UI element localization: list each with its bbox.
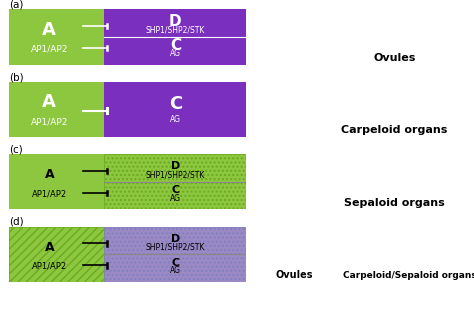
Bar — [9, 227, 104, 282]
Text: AG: AG — [170, 266, 181, 275]
Text: C: C — [169, 95, 182, 113]
Text: C: C — [171, 185, 180, 195]
Text: AG: AG — [170, 115, 181, 124]
Bar — [9, 82, 104, 137]
Text: Carpeloid/Sepaloid organs: Carpeloid/Sepaloid organs — [343, 271, 474, 280]
Text: (d): (d) — [9, 217, 24, 227]
Text: AG: AG — [170, 194, 181, 203]
Text: SHP1/SHP2/STK: SHP1/SHP2/STK — [146, 243, 205, 252]
Bar — [104, 82, 246, 137]
Text: (b): (b) — [9, 72, 24, 82]
Bar — [104, 9, 246, 65]
Text: D: D — [171, 234, 180, 244]
Text: SHP1/SHP2/STK: SHP1/SHP2/STK — [146, 25, 205, 34]
Text: AP1/AP2: AP1/AP2 — [31, 117, 68, 126]
Text: Ovules: Ovules — [275, 270, 313, 280]
Text: (a): (a) — [9, 0, 24, 9]
Text: (c): (c) — [9, 145, 23, 154]
Text: AP1/AP2: AP1/AP2 — [31, 45, 68, 54]
Text: SHP1/SHP2/STK: SHP1/SHP2/STK — [146, 170, 205, 179]
Text: C: C — [170, 38, 181, 53]
Text: Sepaloid organs: Sepaloid organs — [344, 198, 445, 208]
Text: AP1/AP2: AP1/AP2 — [32, 190, 67, 198]
Text: A: A — [42, 93, 56, 111]
Text: A: A — [42, 21, 56, 39]
Text: Ovules: Ovules — [374, 53, 416, 63]
Text: A: A — [45, 241, 54, 254]
Text: D: D — [169, 14, 182, 29]
Text: A: A — [45, 168, 54, 181]
Bar — [9, 154, 104, 209]
Text: AG: AG — [170, 49, 181, 58]
Text: D: D — [171, 162, 180, 171]
Bar — [104, 227, 246, 282]
Text: AP1/AP2: AP1/AP2 — [32, 262, 67, 271]
Text: C: C — [171, 258, 180, 268]
Bar — [104, 154, 246, 209]
Bar — [9, 9, 104, 65]
Bar — [9, 227, 104, 282]
Bar — [104, 227, 246, 282]
Bar — [104, 154, 246, 209]
Text: Carpeloid organs: Carpeloid organs — [341, 125, 448, 135]
